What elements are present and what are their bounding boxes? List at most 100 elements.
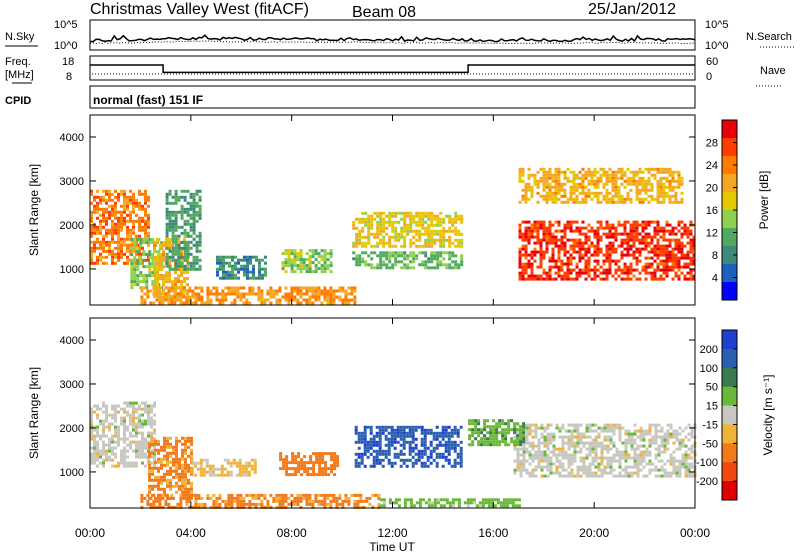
heatmap-cell: [463, 501, 467, 505]
heatmap-cell: [148, 262, 152, 266]
heatmap-cell: [269, 286, 273, 290]
heatmap-cell: [179, 301, 183, 305]
heatmap-cell: [533, 247, 537, 251]
heatmap-cell: [363, 464, 367, 468]
heatmap-cell: [166, 481, 169, 485]
heatmap-cell: [677, 247, 681, 251]
heatmap-cell: [198, 231, 202, 235]
heatmap-cell: [253, 464, 257, 468]
heatmap-cell: [279, 458, 283, 462]
heatmap-cell: [376, 266, 380, 270]
heatmap-cell: [453, 458, 457, 462]
heatmap-cell: [311, 270, 315, 274]
heatmap-cell: [397, 504, 401, 508]
heatmap-cell: [186, 249, 190, 253]
heatmap-cell: [548, 259, 552, 263]
heatmap-cell: [195, 267, 199, 271]
heatmap-cell: [257, 493, 261, 497]
heatmap-cell: [591, 447, 595, 451]
heatmap-cell: [599, 176, 603, 180]
heatmap-cell: [656, 277, 660, 281]
heatmap-cell: [665, 238, 669, 242]
heatmap-cell: [305, 301, 309, 305]
heatmap-cell: [272, 289, 276, 293]
heatmap-cell: [90, 437, 93, 441]
heatmap-cell: [448, 254, 452, 258]
heatmap-cell: [654, 435, 658, 439]
heatmap-cell: [194, 502, 198, 506]
heatmap-cell: [484, 498, 488, 502]
heatmap-cell: [370, 257, 374, 261]
colorbar-swatch: [722, 156, 737, 175]
heatmap-cell: [581, 241, 585, 245]
heatmap-cell: [641, 220, 645, 224]
heatmap-cell: [542, 229, 546, 233]
heatmap-cell: [189, 216, 193, 220]
heatmap-cell: [573, 474, 577, 478]
heatmap-cell: [397, 498, 401, 502]
heatmap-cell: [189, 240, 193, 244]
heatmap-cell: [162, 280, 165, 284]
heatmap-cell: [294, 458, 298, 462]
heatmap-cell: [665, 262, 669, 266]
heatmap-cell: [320, 249, 324, 253]
heatmap-cell: [680, 176, 684, 180]
heatmap-cell: [381, 464, 385, 468]
heatmap-cell: [329, 261, 333, 265]
heatmap-cell: [90, 446, 93, 450]
heatmap-cell: [172, 484, 175, 488]
heatmap-cell: [145, 277, 149, 281]
heatmap-cell: [192, 228, 196, 232]
heatmap-cell: [144, 258, 147, 262]
heatmap-cell: [680, 244, 684, 248]
heatmap-cell: [381, 428, 385, 432]
heatmap-cell: [96, 464, 99, 468]
heatmap-cell: [656, 268, 660, 272]
heatmap-cell: [370, 266, 374, 270]
heatmap-cell: [108, 428, 111, 432]
heatmap-cell: [278, 502, 282, 506]
heatmap-cell: [602, 197, 606, 201]
heatmap-cell: [296, 255, 300, 259]
heatmap-cell: [611, 241, 615, 245]
heatmap-cell: [390, 434, 394, 438]
heatmap-cell: [90, 258, 93, 262]
heatmap-cell: [117, 228, 120, 232]
heatmap-cell: [653, 232, 657, 236]
heatmap-cell: [93, 222, 96, 226]
heatmap-cell: [608, 176, 612, 180]
heatmap-cell: [141, 431, 144, 435]
heatmap-cell: [312, 452, 316, 456]
heatmap-cell: [186, 283, 189, 287]
heatmap-cell: [170, 295, 174, 299]
heatmap-cell: [454, 214, 458, 218]
heatmap-cell: [596, 220, 600, 224]
heatmap-cell: [626, 268, 630, 272]
heatmap-cell: [303, 467, 307, 471]
heatmap-cell: [457, 229, 461, 233]
heatmap-cell: [347, 496, 351, 500]
heatmap-cell: [614, 194, 618, 198]
heatmap-cell: [142, 241, 146, 245]
heatmap-cell: [144, 192, 147, 196]
heatmap-cell: [144, 189, 147, 193]
heatmap-cell: [180, 225, 184, 229]
heatmap-cell: [566, 220, 570, 224]
heatmap-cell: [672, 450, 676, 454]
heatmap-cell: [165, 258, 169, 262]
heatmap-cell: [138, 455, 141, 459]
heatmap-cell: [442, 220, 446, 224]
heatmap-cell: [138, 252, 141, 256]
heatmap-cell: [153, 446, 156, 450]
heatmap-cell: [111, 207, 114, 211]
heatmap-cell: [317, 502, 321, 506]
heatmap-cell: [409, 504, 413, 508]
heatmap-cell: [436, 251, 440, 255]
heatmap-cell: [578, 250, 582, 254]
heatmap-cell: [293, 286, 297, 290]
heatmap-cell: [605, 226, 609, 230]
heatmap-cell: [147, 410, 150, 414]
heatmap-cell: [218, 298, 222, 302]
heatmap-cell: [593, 182, 597, 186]
heatmap-cell: [426, 455, 430, 459]
